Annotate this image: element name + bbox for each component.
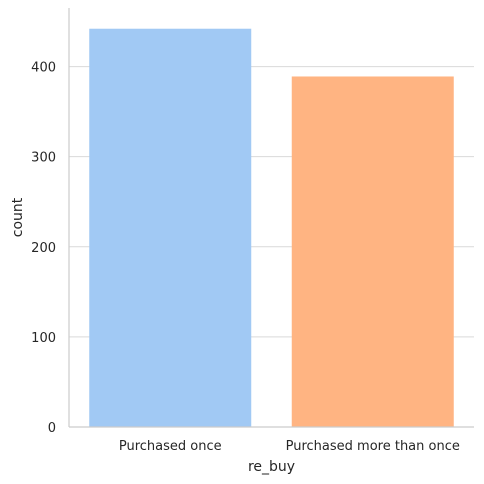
- y-tick-label: 200: [31, 241, 56, 256]
- x-tick-label: Purchased more than once: [286, 439, 460, 454]
- y-tick-label: 100: [31, 331, 56, 346]
- x-tick-label: Purchased once: [119, 439, 222, 454]
- y-tick-label: 400: [31, 61, 56, 76]
- x-tick-labels: Purchased once Purchased more than once: [119, 439, 460, 454]
- x-axis-label: re_buy: [248, 459, 295, 475]
- y-tick-label: 300: [31, 151, 56, 166]
- bar-1: [291, 76, 454, 427]
- bars: [89, 28, 454, 427]
- y-tick-label: 0: [48, 421, 56, 436]
- axes: [68, 8, 474, 428]
- bar-0: [89, 28, 252, 427]
- y-axis-label: count: [10, 197, 26, 237]
- y-tick-labels: 0 100 200 300 400: [31, 61, 56, 436]
